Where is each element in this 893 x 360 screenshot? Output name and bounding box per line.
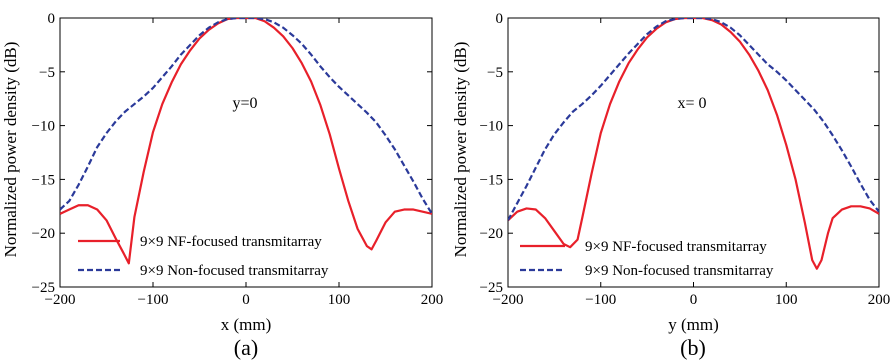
y-tick-label: −25 [480, 280, 503, 296]
y-tick-label: −5 [39, 65, 55, 81]
series-line-nf-focused [508, 18, 879, 270]
x-tick-label: −200 [45, 292, 76, 308]
panel-caption: (a) [234, 335, 258, 360]
y-axis-label: Normalized power density (dB) [1, 42, 20, 258]
x-tick-label: 100 [328, 292, 351, 308]
x-tick-label: 0 [690, 292, 698, 308]
y-tick-label: −10 [480, 119, 503, 135]
y-axis-label: Normalized power density (dB) [451, 42, 470, 258]
x-axis-label: x (mm) [221, 315, 272, 334]
series-group [60, 18, 432, 265]
y-tick-label: −5 [487, 65, 503, 81]
x-tick-label: 100 [775, 292, 798, 308]
y-tick-label: 0 [48, 11, 56, 27]
x-tick-label: −200 [493, 292, 524, 308]
legend-entry: 9×9 NF-focused transmitarray [585, 239, 767, 255]
series-line-non-focused [60, 18, 432, 215]
x-tick-label: −100 [138, 292, 169, 308]
legend-entry: 9×9 Non-focused transmitarray [140, 263, 329, 279]
panel-caption: (b) [680, 335, 706, 360]
panel-a: −200 −100 0 100 200 0 −5 −10 −15 −20 −25 y=0 9×9 NF-… [1, 11, 443, 360]
series-line-nf-focused [60, 18, 432, 265]
y-tick-label: −20 [32, 226, 55, 242]
x-tick-label: 0 [242, 292, 250, 308]
x-tick-label: −100 [585, 292, 616, 308]
series-line-non-focused [508, 18, 879, 221]
x-axis-label: y (mm) [668, 315, 719, 334]
legend-entry: 9×9 NF-focused transmitarray [140, 234, 322, 250]
panel-b: −200 −100 0 100 200 0 −5 −10 −15 −20 −25 x= 0 9×9 NF… [451, 11, 890, 360]
x-tick-label: 200 [868, 292, 891, 308]
y-tick-label: −15 [32, 172, 55, 188]
plot-annotation: x= 0 [677, 95, 706, 112]
y-tick-label: 0 [496, 11, 504, 27]
plot-annotation: y=0 [232, 95, 257, 112]
legend-entry: 9×9 Non-focused transmitarray [585, 263, 774, 279]
y-tick-label: −20 [480, 226, 503, 242]
y-tick-label: −10 [32, 119, 55, 135]
y-tick-label: −25 [32, 280, 55, 296]
series-group [508, 18, 879, 270]
x-tick-label: 200 [421, 292, 444, 308]
y-tick-label: −15 [480, 172, 503, 188]
